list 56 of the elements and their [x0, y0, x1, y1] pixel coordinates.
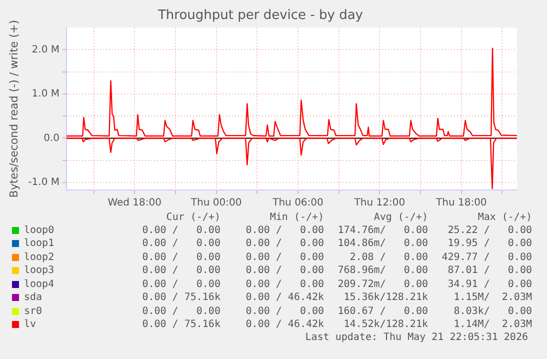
text: 0.00 / 0.00 — [244, 278, 326, 291]
x-tick-label: Thu 06:00 — [272, 198, 324, 209]
text: 0.00 / 75.16k — [141, 318, 222, 332]
text: Min (-/+) — [268, 212, 326, 224]
text: 19.95 / 0.00 — [446, 237, 533, 250]
legend-label: lv — [23, 318, 38, 332]
x-tick-label: Wed 18:00 — [108, 198, 162, 209]
text: 0.00 / 0.00 — [141, 278, 222, 291]
text: 0.00 / 0.00 — [244, 237, 326, 250]
text: 1.15M/ 2.03M — [452, 291, 533, 304]
legend-label: sr0 — [23, 304, 44, 318]
text: 87.01 / 0.00 — [446, 264, 533, 278]
text: 1.14M/ 2.03M — [452, 318, 533, 332]
legend-label: loop3 — [23, 264, 56, 278]
text: 0.00 / 0.00 — [244, 304, 326, 318]
legend-label: sda — [23, 291, 44, 304]
text: 0.00 / 0.00 — [244, 224, 326, 237]
text: 2.08 / 0.00 — [348, 250, 429, 264]
text: 14.52k/128.21k — [342, 318, 429, 332]
x-tick-label: Thu 12:00 — [353, 198, 406, 209]
legend-label: loop4 — [23, 278, 56, 291]
text: 0.00 / 0.00 — [244, 264, 326, 278]
x-tick-label: Thu 00:00 — [190, 198, 242, 209]
y-axis-title: Bytes/second read (-) / write (+) — [7, 20, 20, 198]
text: 0.00 / 0.00 — [141, 237, 222, 250]
text: 0.00 / 0.00 — [141, 224, 222, 237]
x-tick-label: Thu 18:00 — [435, 198, 487, 209]
text: 104.86m/ 0.00 — [336, 237, 429, 250]
text: 160.67 / 0.00 — [336, 304, 429, 318]
text: Avg (-/+) — [372, 212, 429, 224]
y-tick-label: 0.0 — [44, 132, 60, 144]
legend-label: loop1 — [23, 237, 56, 250]
text: Max (-/+) — [476, 212, 533, 224]
y-tick-label: 2.0 M — [32, 44, 60, 56]
text: 0.00 / 0.00 — [141, 250, 222, 264]
text: 0.00 / 0.00 — [244, 250, 326, 264]
text: 8.03k/ 0.00 — [452, 304, 533, 318]
text: 0.00 / 0.00 — [141, 264, 222, 278]
text: 34.91 / 0.00 — [446, 278, 533, 291]
y-tick-label: -1.0 M — [28, 177, 60, 188]
text: 768.96m/ 0.00 — [336, 264, 429, 278]
text: Cur (-/+) — [165, 212, 222, 224]
chart-title: Throughput per device - by day — [156, 8, 364, 24]
text: 0.00 / 0.00 — [141, 304, 222, 318]
text: 0.00 / 46.42k — [244, 291, 326, 304]
text: 0.00 / 46.42k — [244, 318, 326, 332]
legend-label: loop0 — [23, 224, 56, 237]
text: 15.36k/128.21k — [342, 291, 429, 304]
text: 174.76m/ 0.00 — [336, 224, 429, 237]
text: 0.00 / 75.16k — [141, 291, 222, 304]
text: Last update: Thu May 21 22:05:31 2026 — [304, 332, 529, 343]
text: 25.22 / 0.00 — [446, 224, 533, 237]
y-tick-label: 1.0 M — [32, 88, 60, 100]
legend-label: loop2 — [23, 250, 56, 264]
text: 429.77 / 0.00 — [440, 250, 533, 264]
text: 209.72m/ 0.00 — [336, 278, 429, 291]
